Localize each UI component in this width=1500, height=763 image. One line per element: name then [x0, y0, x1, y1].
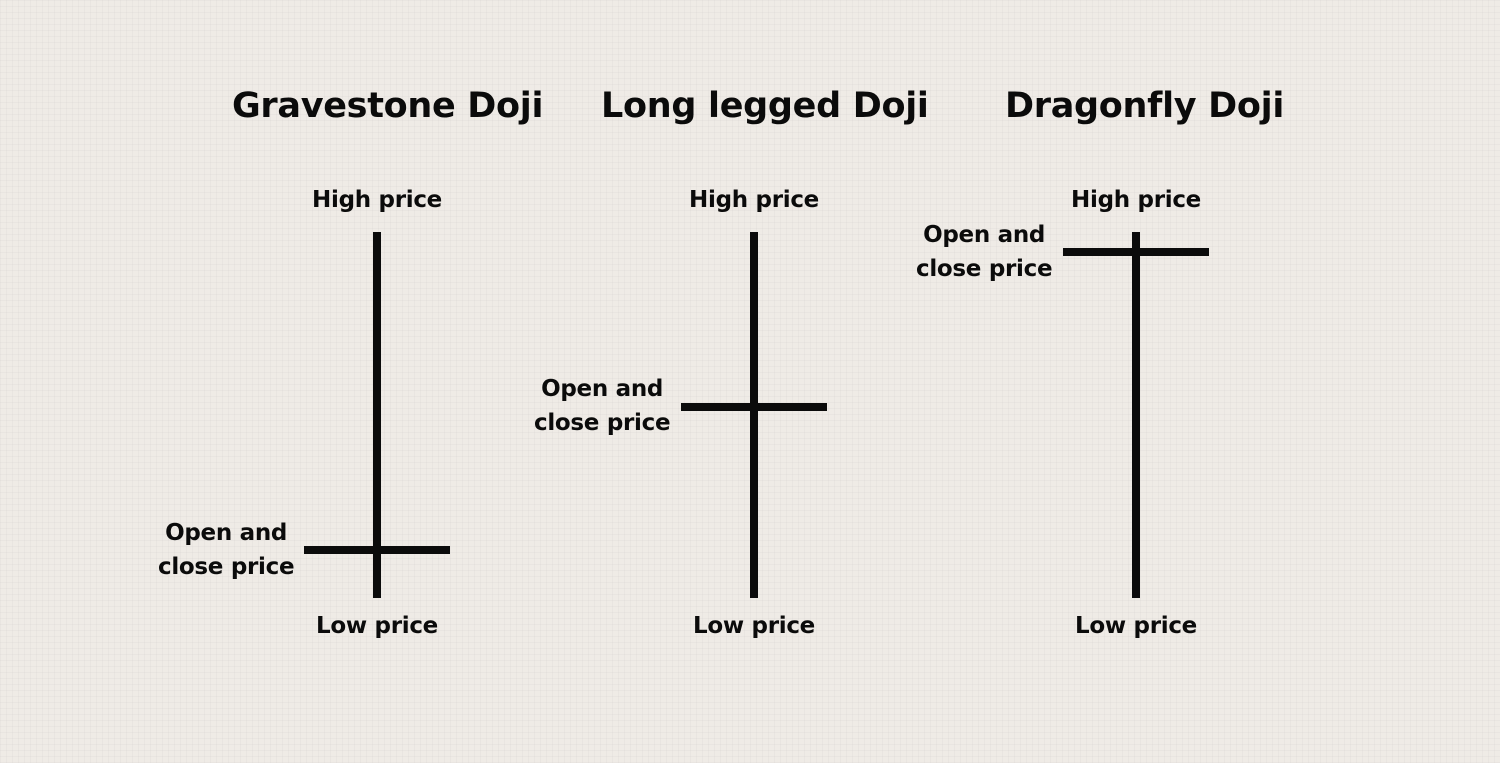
candle-wick [750, 232, 758, 598]
pattern-title: Long legged Doji [601, 86, 929, 126]
high-price-label: High price [689, 187, 819, 213]
high-price-label: High price [312, 187, 442, 213]
candle-wick [1132, 232, 1140, 598]
pattern-title: Dragonfly Doji [1005, 86, 1285, 126]
high-price-label: High price [1071, 187, 1201, 213]
candle-wick [373, 232, 381, 598]
low-price-label: Low price [1075, 613, 1197, 639]
low-price-label: Low price [693, 613, 815, 639]
open-close-bar [304, 546, 450, 554]
pattern-title: Gravestone Doji [232, 86, 544, 126]
open-close-label: Open and close price [916, 222, 1053, 282]
open-close-bar [681, 403, 827, 411]
open-close-label: Open and close price [534, 376, 671, 436]
open-close-label: Open and close price [158, 520, 295, 580]
low-price-label: Low price [316, 613, 438, 639]
open-close-bar [1063, 248, 1209, 256]
